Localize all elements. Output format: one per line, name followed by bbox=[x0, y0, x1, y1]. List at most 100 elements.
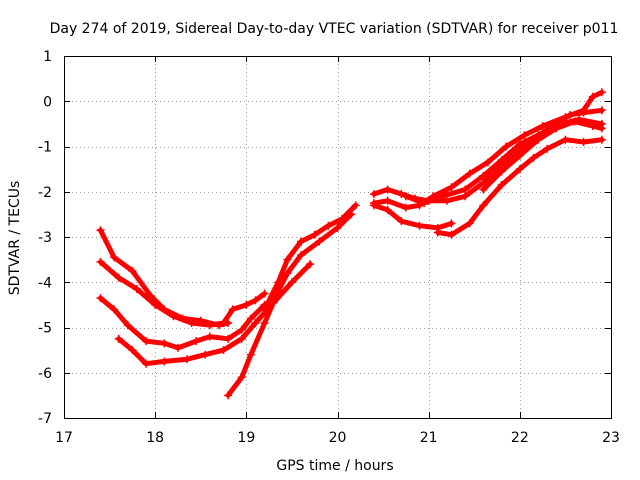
data-point-marker bbox=[246, 314, 255, 323]
data-point-marker bbox=[224, 334, 233, 343]
data-point-marker bbox=[274, 278, 283, 287]
data-point-marker bbox=[283, 269, 292, 278]
data-point-marker bbox=[219, 346, 228, 355]
data-point-marker bbox=[447, 230, 456, 239]
data-point-marker bbox=[433, 228, 442, 237]
data-point-marker bbox=[529, 153, 538, 162]
series-line bbox=[403, 116, 605, 206]
x-tick-label: 23 bbox=[602, 430, 620, 446]
y-tick-label: 0 bbox=[43, 94, 52, 110]
data-point-marker bbox=[502, 142, 511, 151]
data-point-marker bbox=[515, 151, 524, 160]
data-point-marker bbox=[401, 203, 410, 212]
data-point-marker bbox=[397, 217, 406, 226]
data-point-marker bbox=[461, 185, 470, 194]
x-tick-label: 19 bbox=[237, 430, 255, 446]
data-point-marker bbox=[597, 124, 606, 133]
data-point-marker bbox=[142, 359, 151, 368]
data-point-marker bbox=[205, 332, 214, 341]
data-point-marker bbox=[579, 137, 588, 146]
data-point-marker bbox=[201, 350, 210, 359]
data-point-marker bbox=[110, 305, 119, 314]
data-point-marker bbox=[297, 251, 306, 260]
x-tick-label: 22 bbox=[511, 430, 529, 446]
data-point-marker bbox=[369, 201, 378, 210]
data-point-marker bbox=[497, 156, 506, 165]
data-point-marker bbox=[114, 273, 123, 282]
data-point-marker bbox=[96, 257, 105, 266]
series-trace-b bbox=[96, 257, 269, 330]
data-point-marker bbox=[597, 88, 606, 97]
data-point-marker bbox=[297, 237, 306, 246]
x-tick-label: 20 bbox=[329, 430, 347, 446]
series-trace-k bbox=[433, 135, 606, 239]
data-point-marker bbox=[570, 117, 579, 126]
data-point-marker bbox=[260, 318, 269, 327]
data-point-marker bbox=[534, 135, 543, 144]
data-point-marker bbox=[483, 158, 492, 167]
data-point-marker bbox=[260, 305, 269, 314]
data-point-marker bbox=[515, 165, 524, 174]
series-trace-c bbox=[96, 294, 269, 352]
data-point-marker bbox=[351, 201, 360, 210]
x-tick-label: 17 bbox=[55, 430, 73, 446]
y-tick-label: 1 bbox=[43, 49, 52, 65]
data-point-marker bbox=[479, 171, 488, 180]
data-point-marker bbox=[242, 300, 251, 309]
data-point-marker bbox=[447, 219, 456, 228]
data-point-marker bbox=[128, 266, 137, 275]
data-point-marker bbox=[465, 169, 474, 178]
data-point-marker bbox=[338, 214, 347, 223]
data-point-marker bbox=[479, 185, 488, 194]
data-point-marker bbox=[543, 144, 552, 153]
data-point-marker bbox=[260, 289, 269, 298]
series-trace-f bbox=[260, 201, 360, 314]
data-point-marker bbox=[561, 135, 570, 144]
data-point-marker bbox=[420, 199, 429, 208]
data-point-marker bbox=[169, 312, 178, 321]
data-point-marker bbox=[538, 122, 547, 131]
y-tick-label: -7 bbox=[38, 411, 52, 427]
data-point-marker bbox=[588, 92, 597, 101]
data-point-marker bbox=[237, 373, 246, 382]
data-point-marker bbox=[461, 192, 470, 201]
data-point-marker bbox=[160, 357, 169, 366]
y-tick-label: -1 bbox=[38, 140, 52, 156]
data-point-marker bbox=[96, 294, 105, 303]
data-point-marker bbox=[132, 285, 141, 294]
data-point-marker bbox=[224, 391, 233, 400]
data-point-marker bbox=[192, 337, 201, 346]
data-point-marker bbox=[251, 296, 260, 305]
data-point-marker bbox=[315, 237, 324, 246]
data-point-marker bbox=[597, 106, 606, 115]
data-point-marker bbox=[597, 135, 606, 144]
data-point-marker bbox=[447, 183, 456, 192]
data-point-marker bbox=[401, 192, 410, 201]
data-point-marker bbox=[183, 355, 192, 364]
y-tick-label: -2 bbox=[38, 185, 52, 201]
data-point-marker bbox=[383, 196, 392, 205]
data-point-marker bbox=[160, 339, 169, 348]
data-point-marker bbox=[205, 321, 214, 330]
data-point-marker bbox=[151, 300, 160, 309]
data-point-marker bbox=[237, 325, 246, 334]
x-tick-label: 21 bbox=[420, 430, 438, 446]
data-point-marker bbox=[306, 260, 315, 269]
data-point-marker bbox=[383, 185, 392, 194]
data-point-marker bbox=[237, 334, 246, 343]
data-point-marker bbox=[415, 221, 424, 230]
series-line bbox=[98, 295, 268, 351]
data-point-marker bbox=[246, 350, 255, 359]
y-tick-label: -6 bbox=[38, 366, 52, 382]
data-point-marker bbox=[96, 226, 105, 235]
series-trace-e bbox=[224, 210, 356, 400]
data-point-marker bbox=[310, 230, 319, 239]
data-point-marker bbox=[187, 318, 196, 327]
data-point-marker bbox=[383, 205, 392, 214]
series-line bbox=[480, 119, 605, 192]
x-axis-label: GPS time / hours bbox=[276, 458, 393, 474]
series-line bbox=[262, 202, 359, 312]
data-point-marker bbox=[283, 255, 292, 264]
y-tick-label: -5 bbox=[38, 321, 52, 337]
